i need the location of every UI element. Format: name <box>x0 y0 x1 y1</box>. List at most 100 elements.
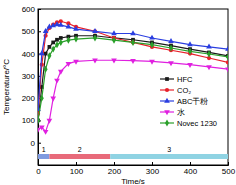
series-marker <box>150 41 154 48</box>
x-tick: 300 <box>146 162 160 176</box>
x-tick: 500 <box>222 162 236 176</box>
x-tick-mark <box>152 162 153 165</box>
x-axis-line <box>39 162 229 166</box>
series-line <box>38 21 228 113</box>
series-marker <box>225 46 228 51</box>
y-tick-label: 0 <box>31 139 36 148</box>
y-tick: 100 <box>22 116 41 125</box>
series-marker <box>149 60 155 65</box>
y-tick-mark <box>38 31 41 32</box>
y-tick: 0 <box>31 139 41 148</box>
series-marker <box>92 28 98 33</box>
series-marker <box>47 52 51 59</box>
series-marker <box>73 26 79 31</box>
legend-label: 水 <box>177 108 185 117</box>
y-tick-label: 200 <box>22 94 36 103</box>
series-marker <box>206 65 212 70</box>
y-tick-mark <box>38 143 41 144</box>
legend: HFC CO₂ ABC干粉水 Novec 1230 <box>160 75 217 128</box>
legend-label: HFC <box>177 75 193 84</box>
series-marker <box>93 34 97 41</box>
series-marker <box>66 62 72 67</box>
series-marker <box>130 59 136 64</box>
series-marker <box>226 60 228 64</box>
series-marker <box>38 128 41 133</box>
y-tick: 400 <box>22 50 41 59</box>
legend-label: CO₂ <box>177 86 191 95</box>
series-marker <box>66 24 72 29</box>
x-tick-mark <box>76 162 77 165</box>
y-tick-label: 600 <box>22 5 36 14</box>
series-marker <box>59 39 63 46</box>
series-marker <box>66 37 70 44</box>
chart: 01002003004005000100200300400500600123HF… <box>0 0 236 185</box>
series-marker <box>39 50 45 55</box>
series-marker <box>111 59 117 64</box>
series-marker <box>112 37 116 44</box>
series-marker <box>225 68 228 73</box>
series-marker <box>207 51 211 58</box>
series-marker <box>130 30 136 35</box>
series-marker <box>58 22 64 27</box>
series-marker <box>188 48 192 55</box>
x-tick-mark <box>228 162 229 165</box>
x-tick-mark <box>114 162 115 165</box>
plot: 01002003004005000100200300400500600123HF… <box>22 5 236 176</box>
series-line <box>38 38 228 120</box>
legend-entry: 水 <box>160 108 185 117</box>
x-axis: 0100200300400500 <box>36 162 235 176</box>
series-marker <box>73 60 79 65</box>
x-tick: 100 <box>70 162 84 176</box>
series-line <box>38 36 228 121</box>
y-tick-mark <box>38 9 41 10</box>
legend-entry: ABC干粉 <box>160 97 208 106</box>
x-tick-label: 400 <box>184 167 198 176</box>
series-marker <box>50 97 56 102</box>
legend-marker <box>165 88 169 92</box>
series-marker <box>111 30 117 35</box>
series-marker <box>39 125 45 130</box>
y-axis: 0 100 200 300 400 500 600 <box>22 5 41 165</box>
legend-marker <box>164 98 170 103</box>
region-bar <box>110 154 228 159</box>
series-marker <box>38 117 40 124</box>
legend-marker <box>165 120 169 127</box>
y-tick-label: 500 <box>22 27 36 36</box>
series-marker <box>149 35 155 40</box>
y-tick-label: 300 <box>22 72 36 81</box>
x-tick-label: 300 <box>146 167 160 176</box>
y-axis-title: Temperature/°C <box>2 59 11 115</box>
series-marker <box>40 63 44 67</box>
y-tick: 600 <box>22 5 41 14</box>
x-tick-label: 200 <box>108 167 122 176</box>
series-marker <box>43 130 49 135</box>
series-marker <box>168 61 174 66</box>
legend-marker <box>165 77 169 81</box>
legend-entry: CO₂ <box>160 86 191 95</box>
legend-label: Novec 1230 <box>177 119 217 128</box>
series-marker <box>169 45 173 52</box>
y-tick-label: 400 <box>22 50 36 59</box>
series-marker <box>48 45 52 49</box>
plot-frame <box>38 9 228 165</box>
region-bar <box>49 154 110 159</box>
y-tick: 300 <box>22 72 41 81</box>
series-marker <box>206 44 212 49</box>
series-marker <box>54 79 60 84</box>
x-tick-mark <box>190 162 191 165</box>
series-line <box>38 25 228 110</box>
marks <box>38 19 228 159</box>
series-marker <box>55 38 59 42</box>
region-bar <box>38 154 49 159</box>
region-label: 1 <box>42 146 46 153</box>
series-marker <box>40 95 44 102</box>
series-marker <box>44 66 48 73</box>
x-tick: 200 <box>108 162 122 176</box>
legend-label: ABC干粉 <box>177 97 208 106</box>
series-line <box>38 60 228 131</box>
series-marker <box>187 63 193 68</box>
legend-entry: Novec 1230 <box>160 119 217 128</box>
series-marker <box>47 119 53 124</box>
legend-entry: HFC <box>160 75 193 84</box>
series-marker <box>226 53 228 60</box>
